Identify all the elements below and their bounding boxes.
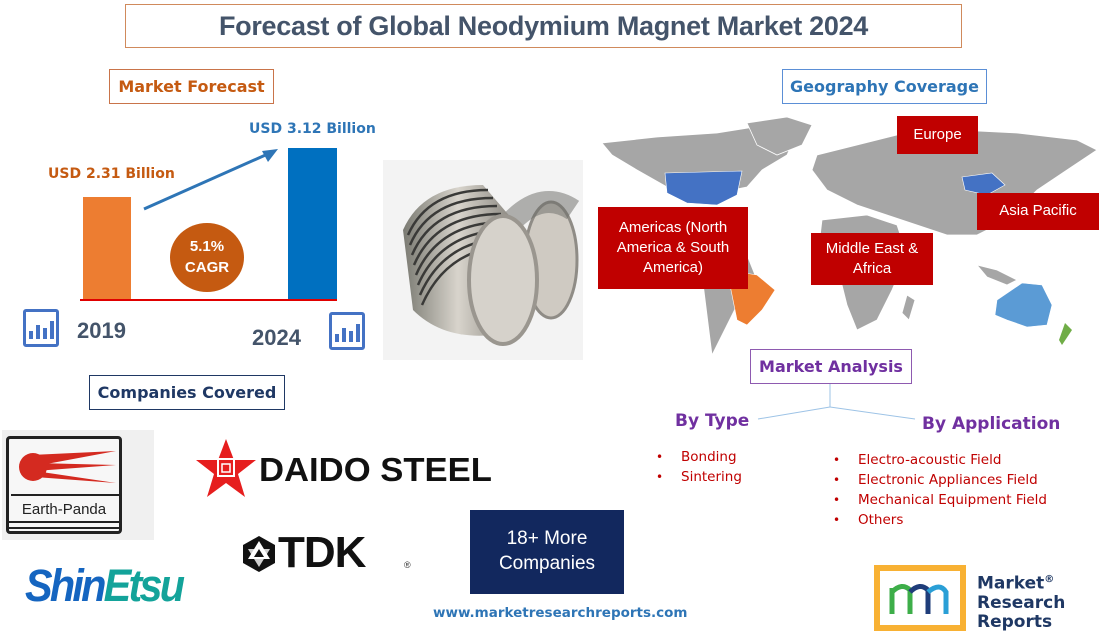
region-americas: Americas (North America & South America) [598,207,748,289]
page-title-text: Forecast of Global Neodymium Magnet Mark… [218,10,869,41]
market-analysis-heading: Market Analysis [750,349,912,384]
neodymium-magnet-image [383,160,583,360]
mrr-brand-text: Market® Research Reports [977,573,1066,632]
tdk-text: TDK [278,528,366,577]
usa-highlight [664,170,743,206]
logo-earth-panda: Earth-Panda [2,430,154,540]
market-forecast-heading: Market Forecast [109,69,274,104]
by-application-list: Electro-acoustic Field Electronic Applia… [831,450,1047,530]
bar-2024 [288,148,337,299]
cagr-label: CAGR [184,258,230,276]
list-item: Electro-acoustic Field [831,450,1047,470]
year-2024: 2024 [252,325,301,350]
logo-daido-steel: DAIDO STEEL [195,437,505,499]
mrr-m-icon [889,584,949,614]
more-companies-line2: Companies [498,553,596,574]
logo-shinetsu: ShinEtsu [25,560,185,611]
page-title: Forecast of Global Neodymium Magnet Mark… [125,4,962,48]
value-label-2024: USD 3.12 Billion [249,121,376,137]
star-icon [196,439,256,497]
cagr-badge: 5.1% CAGR [170,223,244,292]
geography-coverage-heading: Geography Coverage [782,69,987,104]
logo-tdk: TDK ® [240,528,420,577]
value-label-2019: USD 2.31 Billion [48,166,175,182]
by-type-list: Bonding Sintering [654,447,742,487]
year-2019: 2019 [77,318,126,343]
by-application-heading: By Application [922,414,1061,434]
tdk-emblem-icon [243,536,275,572]
by-type-heading: By Type [675,411,750,431]
list-item: Others [831,510,1047,530]
chart-baseline [80,299,337,301]
list-item: Electronic Appliances Field [831,470,1047,490]
cagr-value: 5.1% [189,238,225,256]
list-item: Sintering [654,467,742,487]
earth-panda-text: Earth-Panda [21,501,107,518]
list-item: Bonding [654,447,742,467]
bar-2019 [83,197,131,299]
more-companies-line1: 18+ More [506,528,588,550]
daido-steel-text: DAIDO STEEL [259,451,492,488]
region-asia-pacific: Asia Pacific [977,193,1099,230]
bar-chart-icon [329,312,365,350]
bar-chart-icon [23,309,59,347]
list-item: Mechanical Equipment Field [831,490,1047,510]
companies-covered-heading: Companies Covered [89,375,285,410]
website-link[interactable]: www.marketresearchreports.com [433,605,688,621]
more-companies-badge: 18+ More Companies [470,510,624,594]
growth-arrow-icon [143,149,278,211]
comet-icon [11,451,121,496]
tree-connector [757,384,916,420]
region-europe: Europe [897,116,978,154]
region-middle-east-africa: Middle East & Africa [811,233,933,285]
mrr-logo-mark [874,565,966,631]
